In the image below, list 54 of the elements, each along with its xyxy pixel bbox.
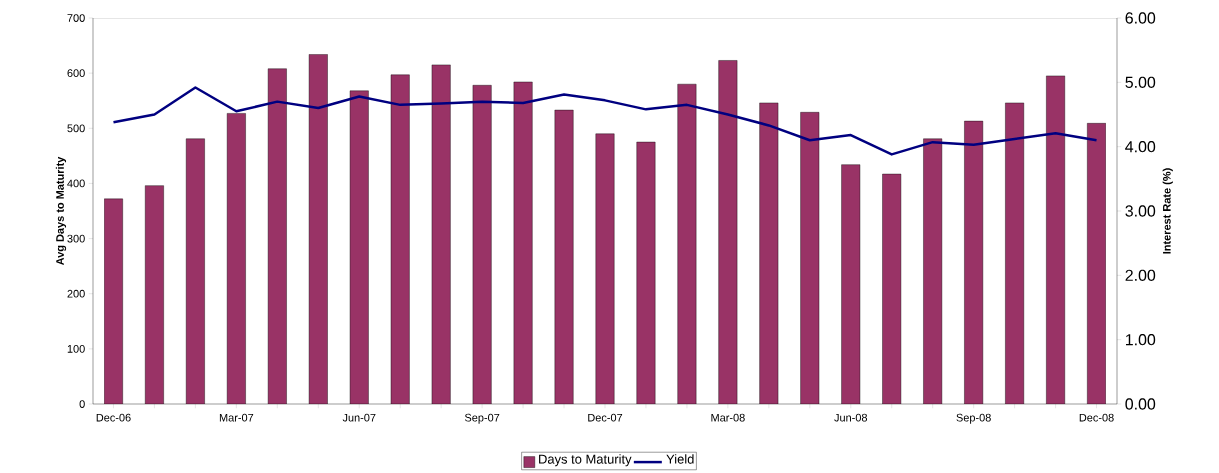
bar xyxy=(350,90,369,404)
bar xyxy=(964,121,983,404)
bar xyxy=(268,68,287,404)
line-series xyxy=(112,86,1098,156)
bar xyxy=(145,185,164,404)
y2-tick-label: 4.00 xyxy=(1125,141,1156,153)
bar xyxy=(554,110,574,404)
y2-tick-label: 6.00 xyxy=(1125,12,1156,24)
bar xyxy=(104,198,123,404)
x-tick-label: Sep-08 xyxy=(956,413,991,424)
y-tick-label: 700 xyxy=(67,14,85,22)
bar xyxy=(882,174,901,404)
legend-label: Days to Maturity xyxy=(539,454,632,467)
bar xyxy=(595,133,615,404)
bar xyxy=(1046,75,1065,404)
y2-tick-label: 2.00 xyxy=(1125,269,1156,281)
x-tick-label: Dec-08 xyxy=(1079,413,1114,422)
y2-tick-label: 5.00 xyxy=(1125,76,1156,88)
bar xyxy=(186,138,205,404)
bar xyxy=(841,164,860,404)
bar xyxy=(718,60,738,404)
bar xyxy=(1087,123,1106,404)
bar xyxy=(677,84,697,404)
y-tick-label: 600 xyxy=(67,69,85,78)
legend-label: Yield xyxy=(666,454,694,464)
y2-tick-label: 3.00 xyxy=(1125,205,1156,217)
bar xyxy=(227,113,246,404)
y-tick-label: 500 xyxy=(67,124,85,133)
bar xyxy=(1005,102,1024,404)
y-tick-label: 200 xyxy=(67,289,85,298)
bar xyxy=(800,112,820,404)
x-tick-label: Dec-07 xyxy=(588,413,623,422)
y2-tick-label: 1.00 xyxy=(1126,334,1156,346)
x-tick-label: Sep-07 xyxy=(464,413,500,424)
x-tick-label: Mar-08 xyxy=(711,413,745,422)
bar xyxy=(472,85,492,404)
bar xyxy=(923,138,942,404)
x-tick-label: Jun-08 xyxy=(834,413,868,422)
x-tick-label: Dec-06 xyxy=(96,413,131,422)
bar xyxy=(309,54,328,404)
bar xyxy=(431,64,451,404)
x-tick-label: Jun-07 xyxy=(342,413,376,422)
y2-tick-label: 0.00 xyxy=(1125,398,1156,410)
bar xyxy=(390,74,410,404)
y-tick-label: 100 xyxy=(67,344,85,353)
bar xyxy=(513,81,533,404)
y-tick-label: 0 xyxy=(79,400,85,408)
y-tick-label: 400 xyxy=(67,179,85,188)
y-tick-label: 300 xyxy=(67,234,85,243)
bar xyxy=(759,102,779,404)
y-axis-title: Avg Days to Maturity xyxy=(55,156,67,266)
bar xyxy=(636,142,656,404)
x-tick-label: Mar-07 xyxy=(219,413,254,422)
y2-axis-title: Interest Rate (%) xyxy=(1162,168,1173,254)
